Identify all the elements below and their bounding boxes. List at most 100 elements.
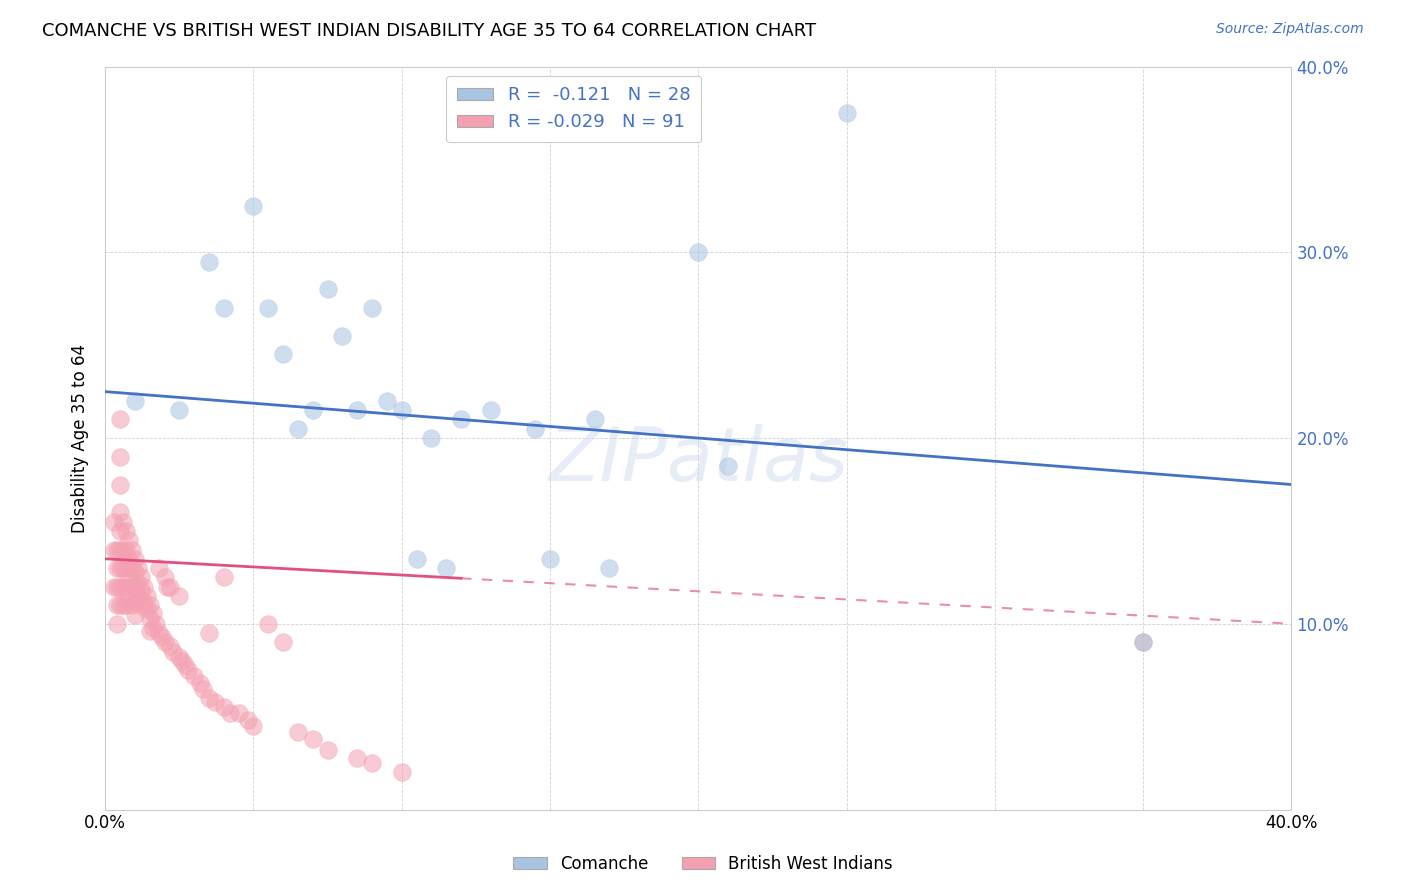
Point — [228, 706, 250, 720]
Point — [121, 599, 143, 613]
Point — [127, 561, 149, 575]
Point — [148, 561, 170, 575]
Point — [391, 765, 413, 780]
Point — [198, 254, 221, 268]
Point — [118, 570, 141, 584]
Point — [1132, 635, 1154, 649]
Point — [218, 706, 240, 720]
Point — [111, 561, 134, 575]
Point — [129, 583, 152, 598]
Point — [287, 422, 309, 436]
Point — [142, 620, 165, 634]
Point — [124, 580, 146, 594]
Point — [316, 743, 339, 757]
Point — [159, 639, 181, 653]
Point — [108, 542, 131, 557]
Point — [332, 329, 354, 343]
Point — [204, 695, 226, 709]
Point — [212, 700, 235, 714]
Point — [105, 561, 128, 575]
Point — [287, 724, 309, 739]
Point — [115, 580, 138, 594]
Point — [316, 283, 339, 297]
Point — [479, 403, 502, 417]
Point — [150, 630, 173, 644]
Point — [434, 561, 457, 575]
Point — [105, 616, 128, 631]
Point — [162, 645, 184, 659]
Point — [103, 515, 125, 529]
Point — [105, 580, 128, 594]
Point — [271, 635, 294, 649]
Text: Source: ZipAtlas.com: Source: ZipAtlas.com — [1216, 22, 1364, 37]
Point — [135, 589, 157, 603]
Point — [118, 551, 141, 566]
Point — [153, 570, 176, 584]
Point — [361, 301, 384, 315]
Point — [236, 714, 259, 728]
Point — [103, 580, 125, 594]
Point — [138, 624, 160, 639]
Point — [835, 106, 858, 120]
Point — [212, 301, 235, 315]
Point — [156, 580, 179, 594]
Point — [301, 403, 323, 417]
Point — [242, 199, 264, 213]
Point — [111, 542, 134, 557]
Point — [524, 422, 547, 436]
Point — [257, 301, 280, 315]
Point — [115, 542, 138, 557]
Point — [159, 580, 181, 594]
Point — [583, 412, 606, 426]
Point — [121, 580, 143, 594]
Point — [169, 650, 191, 665]
Point — [145, 616, 167, 631]
Point — [198, 691, 221, 706]
Point — [115, 561, 138, 575]
Point — [118, 533, 141, 548]
Point — [391, 403, 413, 417]
Point — [105, 542, 128, 557]
Text: ZIPatlas: ZIPatlas — [548, 425, 848, 496]
Point — [108, 477, 131, 491]
Point — [111, 515, 134, 529]
Point — [132, 580, 155, 594]
Point — [127, 576, 149, 591]
Point — [108, 505, 131, 519]
Point — [127, 589, 149, 603]
Point — [129, 599, 152, 613]
Point — [124, 551, 146, 566]
Point — [132, 594, 155, 608]
Point — [420, 431, 443, 445]
Point — [191, 681, 214, 696]
Point — [108, 524, 131, 538]
Point — [688, 245, 710, 260]
Point — [108, 561, 131, 575]
Point — [717, 458, 740, 473]
Point — [111, 599, 134, 613]
Point — [124, 565, 146, 579]
Point — [135, 602, 157, 616]
Point — [108, 450, 131, 464]
Point — [111, 580, 134, 594]
Point — [121, 542, 143, 557]
Legend: Comanche, British West Indians: Comanche, British West Indians — [506, 848, 900, 880]
Point — [124, 594, 146, 608]
Point — [148, 626, 170, 640]
Point — [115, 599, 138, 613]
Point — [361, 756, 384, 770]
Point — [115, 524, 138, 538]
Point — [108, 599, 131, 613]
Point — [257, 616, 280, 631]
Point — [121, 561, 143, 575]
Point — [198, 626, 221, 640]
Y-axis label: Disability Age 35 to 64: Disability Age 35 to 64 — [72, 343, 89, 533]
Point — [138, 611, 160, 625]
Point — [405, 551, 427, 566]
Point — [138, 599, 160, 613]
Point — [108, 412, 131, 426]
Point — [212, 570, 235, 584]
Point — [346, 403, 368, 417]
Point — [375, 393, 398, 408]
Point — [1132, 635, 1154, 649]
